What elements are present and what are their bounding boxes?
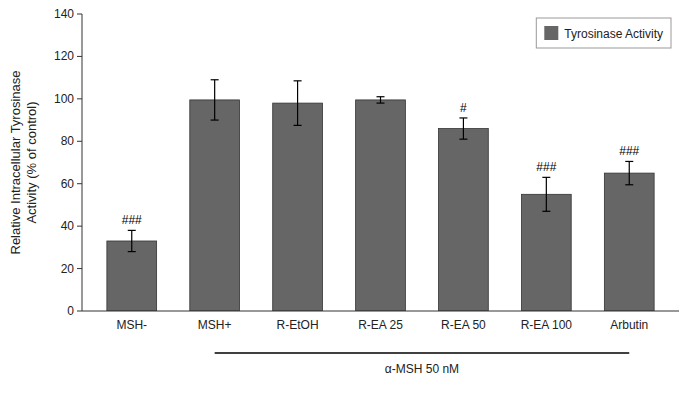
error-bar: [625, 161, 633, 184]
error-cap: [625, 184, 633, 185]
y-tick: [77, 56, 82, 57]
legend-label: Tyrosinase Activity: [564, 27, 663, 41]
significance-label: ###: [536, 160, 556, 174]
error-stem: [131, 230, 132, 251]
chart: 0 20 40 60 80 100 120 140 Relative Intracellular…: [0, 0, 693, 399]
x-tick-label: R-EtOH: [277, 318, 319, 332]
legend-frame: [536, 18, 671, 48]
y-axis-label-line: Activity (% of control): [24, 101, 39, 223]
significance-label: ###: [619, 144, 639, 158]
x-tick-label: MSH+: [198, 318, 232, 332]
error-bar: [211, 80, 219, 120]
error-cap: [211, 119, 219, 120]
y-tick-label: 0: [67, 304, 74, 318]
y-tick: [77, 268, 82, 269]
y-axis-line: [82, 14, 83, 311]
error-cap: [542, 211, 550, 212]
error-cap: [377, 102, 385, 103]
error-bar: [128, 230, 136, 251]
bracket-line: [215, 352, 630, 354]
y-axis-label-line: Relative Intracellular Tyrosinase: [8, 70, 23, 254]
error-bar: [459, 118, 467, 139]
y-tick-label: 140: [54, 7, 74, 21]
error-cap: [625, 161, 633, 162]
x-tick-label: R-EA 25: [358, 318, 403, 332]
error-cap: [128, 251, 136, 252]
x-axis-line: [82, 311, 679, 312]
bar: [439, 129, 489, 311]
y-tick: [77, 141, 82, 142]
error-bar: [377, 97, 385, 103]
y-axis-label: Relative Intracellular TyrosinaseActivit…: [8, 70, 39, 254]
bar: [521, 194, 571, 311]
y-tick-label: 120: [54, 49, 74, 63]
bar: [273, 103, 323, 311]
y-tick: [77, 14, 82, 15]
error-cap: [459, 139, 467, 140]
error-bar: [542, 177, 550, 211]
error-stem: [546, 177, 547, 211]
bar: [107, 241, 157, 311]
y-tick-label: 80: [61, 134, 75, 148]
error-stem: [629, 161, 630, 184]
y-tick-label: 40: [61, 219, 75, 233]
error-cap: [294, 125, 302, 126]
legend: Tyrosinase Activity: [536, 18, 671, 48]
y-tick-label: 100: [54, 92, 74, 106]
error-cap: [211, 79, 219, 80]
y-tick: [77, 226, 82, 227]
error-stem: [297, 81, 298, 126]
error-cap: [542, 177, 550, 178]
y-tick: [77, 311, 82, 312]
error-cap: [294, 80, 302, 81]
bar: [356, 100, 406, 311]
x-tick-label: R-EA 100: [521, 318, 573, 332]
annotation: α-MSH 50 nM: [385, 362, 459, 376]
x-tick-label: Arbutin: [610, 318, 648, 332]
bar: [190, 100, 240, 311]
significance-label: #: [460, 101, 467, 115]
y-tick-label: 20: [61, 262, 75, 276]
bar: [604, 173, 654, 311]
error-bar: [294, 81, 302, 126]
error-cap: [459, 117, 467, 118]
legend-swatch: [544, 26, 558, 40]
error-stem: [380, 97, 381, 103]
y-tick-label: 60: [61, 177, 75, 191]
error-cap: [377, 96, 385, 97]
error-stem: [214, 80, 215, 120]
significance-label: ###: [122, 213, 142, 227]
x-tick-label: MSH-: [116, 318, 147, 332]
x-tick-label: R-EA 50: [441, 318, 486, 332]
marks: [107, 80, 654, 311]
y-tick: [77, 183, 82, 184]
error-stem: [463, 118, 464, 139]
error-cap: [128, 230, 136, 231]
y-tick: [77, 98, 82, 99]
